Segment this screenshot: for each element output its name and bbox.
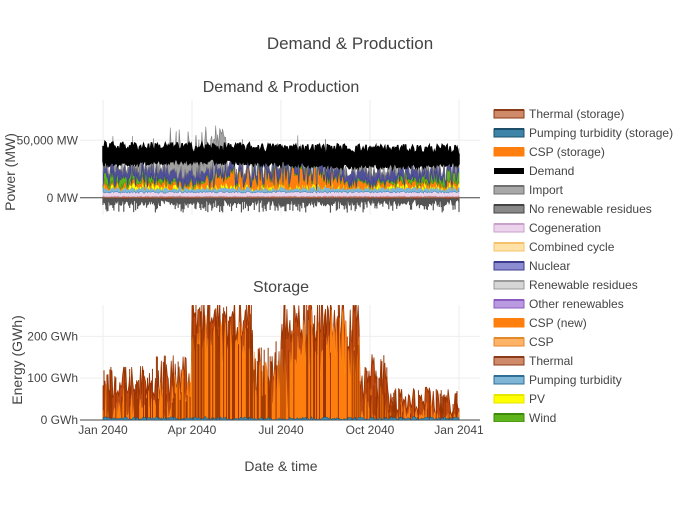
legend-swatch: [493, 147, 525, 157]
y-tick-label: 100 GWh: [27, 371, 78, 385]
legend-swatch: [493, 375, 525, 385]
legend-item[interactable]: Cogeneration: [493, 221, 601, 235]
legend-item[interactable]: CSP (new): [493, 316, 587, 330]
y-tick-label: 0 GWh: [41, 413, 78, 427]
series-csp-storage: [102, 308, 460, 420]
legend-swatch: [493, 261, 525, 271]
bottom-panel-plot: [102, 305, 460, 420]
legend-swatch: [493, 413, 525, 422]
legend-item[interactable]: Import: [493, 183, 564, 197]
legend-item[interactable]: Renewable residues: [493, 278, 638, 292]
legend-label: Demand: [529, 164, 574, 178]
x-tick-label: Jan 2040: [78, 423, 128, 437]
legend-swatch: [493, 128, 525, 138]
legend-item[interactable]: Combined cycle: [493, 240, 615, 254]
legend-item[interactable]: Pumping turbidity: [493, 373, 622, 387]
legend-label: Pumping turbidity: [529, 373, 622, 387]
legend-swatch: [493, 280, 525, 290]
legend-swatch: [493, 185, 525, 195]
legend-label: Combined cycle: [529, 240, 615, 254]
series-import: [102, 125, 460, 184]
legend-swatch: [493, 299, 525, 309]
legend-item[interactable]: Nuclear: [493, 259, 570, 273]
legend-swatch: [493, 204, 525, 214]
legend-swatch: [493, 223, 525, 233]
x-tick-label: Jul 2040: [258, 423, 304, 437]
legend-label: No renewable residues: [529, 202, 652, 216]
legend-label: Import: [529, 183, 564, 197]
legend-item[interactable]: Wind: [493, 411, 556, 425]
bottom-panel-y-ticks: 0 GWh 100 GWh 200 GWh: [27, 329, 78, 427]
legend-item[interactable]: CSP (storage): [493, 145, 605, 159]
x-tick-label: Apr 2040: [168, 423, 217, 437]
legend-item[interactable]: PV: [493, 392, 545, 406]
legend-label: CSP (storage): [529, 145, 605, 159]
legend-item[interactable]: Demand: [494, 164, 574, 178]
legend-swatch: [493, 109, 525, 119]
legend-item[interactable]: CSP: [493, 335, 554, 349]
legend-swatch: [493, 337, 525, 347]
legend-item[interactable]: Pumping turbidity (storage): [493, 126, 673, 140]
y-tick-label: 200 GWh: [27, 329, 78, 343]
bottom-panel-ylabel: Energy (GWh): [9, 315, 25, 404]
series-pumping-turbidity-storage: [102, 415, 460, 420]
legend-swatch: [493, 394, 525, 404]
legend-swatch: [493, 356, 525, 366]
legend[interactable]: Thermal (storage) Pumping turbidity (stor…: [493, 107, 673, 425]
legend-item[interactable]: No renewable residues: [493, 202, 652, 216]
legend-swatch: [493, 242, 525, 252]
legend-label: CSP: [529, 335, 554, 349]
legend-label: Other renewables: [529, 297, 624, 311]
y-tick-label: 0 MW: [47, 191, 79, 205]
legend-item[interactable]: Thermal (storage): [493, 107, 624, 121]
legend-item[interactable]: Thermal: [493, 354, 573, 368]
legend-label: Thermal (storage): [529, 107, 624, 121]
legend-label: Cogeneration: [529, 221, 601, 235]
top-panel-plot: [102, 125, 460, 213]
top-panel-y-ticks: 0 MW 50,000 MW: [17, 133, 79, 205]
legend-label: PV: [529, 392, 545, 406]
bottom-panel-title: Storage: [253, 279, 309, 296]
top-panel-title: Demand & Production: [203, 79, 360, 96]
y-tick-label: 50,000 MW: [17, 133, 79, 147]
legend-label: Renewable residues: [529, 278, 638, 292]
x-tick-label: Oct 2040: [346, 423, 395, 437]
x-tick-label: Jan 2041: [434, 423, 484, 437]
legend-swatch: [493, 318, 525, 328]
legend-label: Pumping turbidity (storage): [529, 126, 673, 140]
legend-label: Thermal: [529, 354, 573, 368]
x-axis-ticks: Jan 2040 Apr 2040 Jul 2040 Oct 2040 Jan 2041: [78, 423, 484, 437]
legend-item[interactable]: Other renewables: [493, 297, 624, 311]
legend-swatch: [494, 168, 524, 174]
legend-label: CSP (new): [529, 316, 587, 330]
legend-label: Wind: [529, 411, 556, 425]
series-demand: [102, 139, 460, 172]
x-axis-label: Date & time: [244, 458, 317, 474]
chart-title: Demand & Production: [267, 34, 433, 53]
legend-label: Nuclear: [529, 259, 570, 273]
top-panel-ylabel: Power (MW): [2, 133, 18, 211]
